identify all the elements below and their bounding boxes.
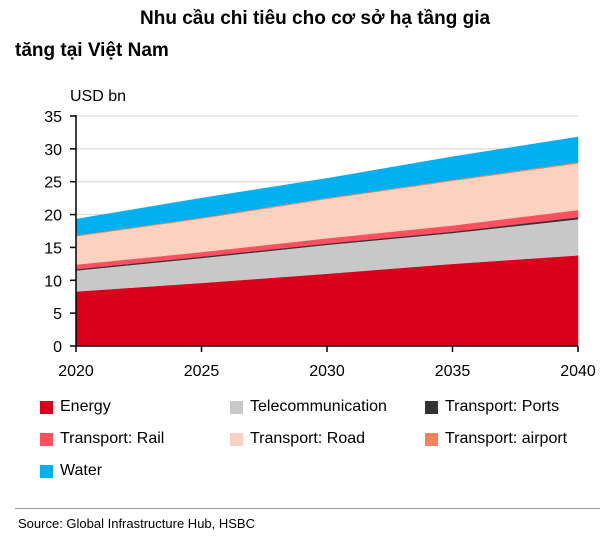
y-tick-label: 15	[44, 240, 62, 257]
legend-swatch	[425, 400, 438, 414]
legend-label: Transport: Ports	[445, 398, 560, 415]
legend-item-ports: Transport: Ports	[425, 398, 559, 416]
y-tick-label: 0	[53, 339, 62, 356]
y-tick-label: 10	[44, 273, 62, 290]
y-tick-label: 35	[44, 109, 62, 126]
x-tick-label: 2020	[58, 363, 94, 380]
legend-item-energy: Energy	[40, 398, 111, 416]
legend-swatch	[40, 464, 53, 478]
legend-label: Telecommunication	[250, 398, 387, 415]
legend-label: Transport: Road	[250, 430, 366, 447]
legend-label: Energy	[60, 398, 111, 415]
chart-title-line-1: Nhu cầu chi tiêu cho cơ sở hạ tầng gia	[140, 8, 491, 29]
legend-item-road: Transport: Road	[230, 430, 365, 448]
legend-swatch	[425, 432, 438, 446]
legend-item-rail: Transport: Rail	[40, 430, 164, 448]
x-tick-label: 2030	[309, 363, 345, 380]
y-axis-unit-label: USD bn	[70, 88, 127, 105]
legend-item-telecom: Telecommunication	[230, 398, 387, 416]
legend-item-airport: Transport: airport	[425, 430, 567, 448]
legend-swatch	[230, 400, 243, 414]
source-note: Source: Global Infrastructure Hub, HSBC	[18, 516, 255, 531]
source-divider	[15, 508, 600, 509]
legend-swatch	[40, 432, 53, 446]
area-water	[75, 136, 579, 236]
y-tick-label: 20	[44, 208, 62, 225]
legend-swatch	[40, 400, 53, 414]
chart-title-line-2: tăng tại Việt Nam	[15, 40, 169, 61]
legend-label: Water	[60, 462, 103, 479]
y-tick-label: 30	[44, 142, 62, 159]
legend-label: Transport: airport	[445, 430, 568, 447]
legend-item-water: Water	[40, 462, 102, 480]
y-tick-label: 5	[53, 306, 62, 323]
legend-swatch	[230, 432, 243, 446]
legend-label: Transport: Rail	[60, 430, 165, 447]
y-tick-label: 25	[44, 175, 62, 192]
x-tick-label: 2025	[184, 363, 220, 380]
x-tick-label: 2035	[435, 363, 471, 380]
x-tick-label: 2040	[560, 363, 596, 380]
